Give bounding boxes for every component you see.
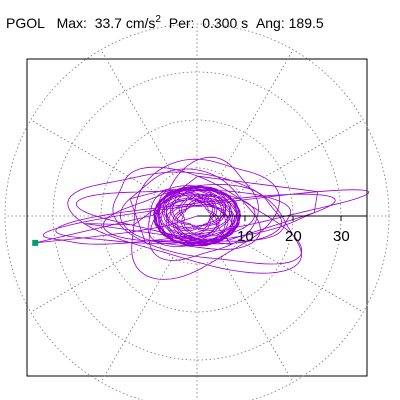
trace-path [35, 156, 370, 280]
period-label: Per: [168, 15, 195, 31]
grid-spoke [238, 239, 364, 313]
radial-tick-label: 10 [237, 228, 254, 245]
angle-value: 189.5 [288, 15, 324, 31]
max-value: 33.7 [94, 15, 122, 31]
max-label: Max: [56, 15, 87, 31]
angle-label: Ang: [255, 15, 285, 31]
radial-tick-label: 30 [333, 228, 350, 245]
grid-spoke [220, 257, 294, 383]
grid-spoke [30, 119, 156, 193]
grid-spoke [220, 49, 294, 175]
grid-circle [4, 23, 390, 400]
max-unit-exponent: 2 [155, 14, 161, 25]
grid-spoke [100, 49, 174, 175]
polar-grid [4, 23, 390, 400]
motion-trace [35, 156, 370, 280]
station-code: PGOL [6, 15, 45, 31]
grid-spoke [238, 119, 364, 193]
start-marker [32, 239, 39, 246]
radial-tick-label: 20 [285, 228, 302, 245]
grid-spoke [100, 257, 174, 383]
radial-axis: 10 20 30 [197, 215, 367, 245]
start-marker-square [32, 239, 39, 246]
max-unit: cm/s2 [125, 14, 161, 31]
grid-spoke [30, 239, 156, 313]
